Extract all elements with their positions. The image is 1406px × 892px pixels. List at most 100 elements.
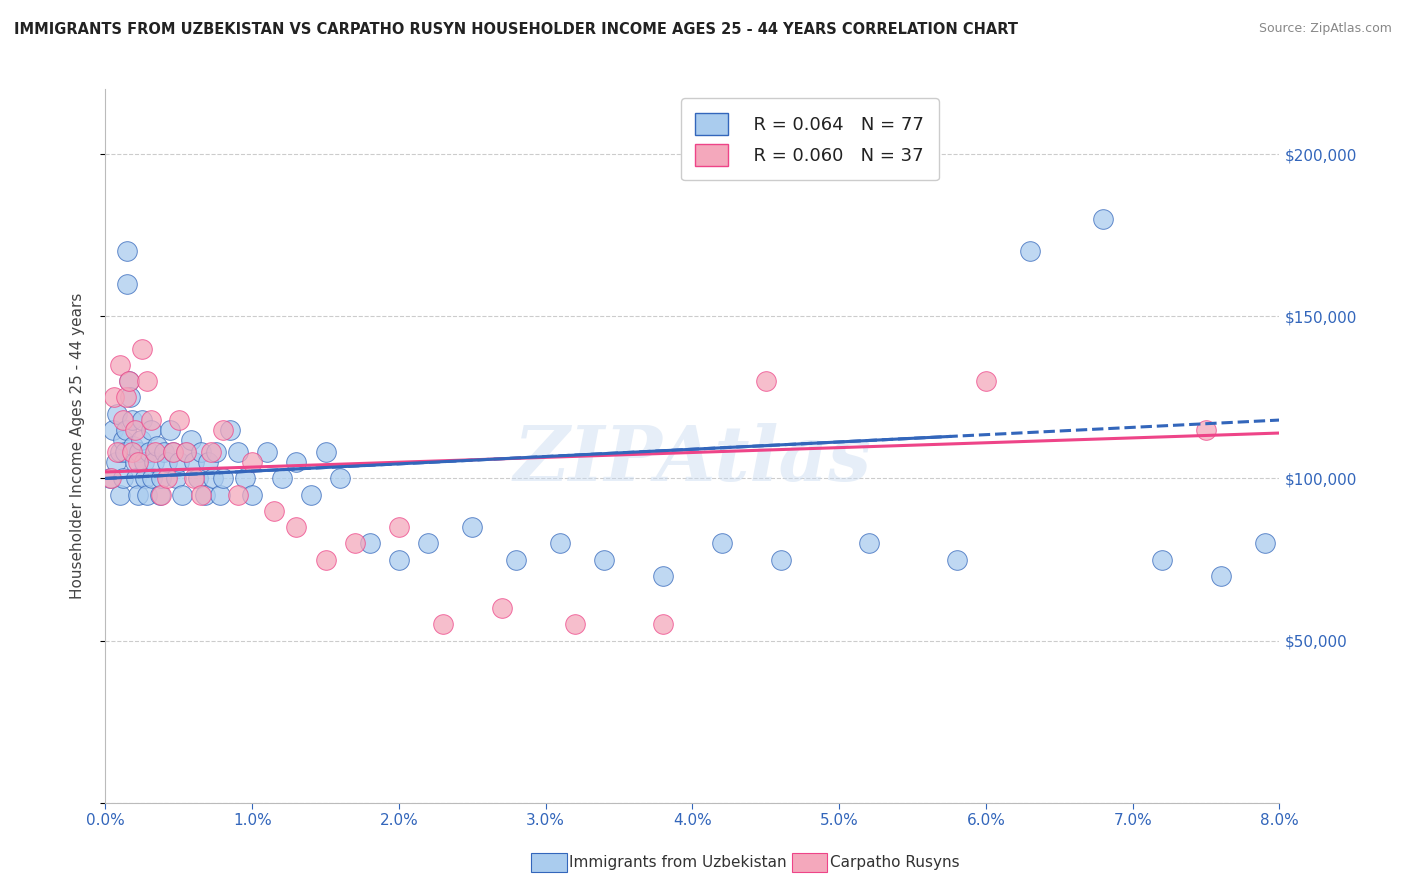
Point <box>117 277 139 291</box>
Point <box>108 445 131 459</box>
Point <box>652 568 675 582</box>
Point <box>211 423 233 437</box>
Point <box>108 488 131 502</box>
Point <box>112 413 135 427</box>
Point <box>129 433 152 447</box>
Text: IMMIGRANTS FROM UZBEKISTAN VS CARPATHO RUSYN HOUSEHOLDER INCOME AGES 25 - 44 YEA: IMMIGRANTS FROM UZBEKISTAN VS CARPATHO R… <box>14 22 1018 37</box>
Point <box>201 471 224 485</box>
Point <box>329 471 352 485</box>
Text: Immigrants from Uzbekistan: Immigrants from Uzbekistan <box>569 855 787 870</box>
Point <box>135 374 157 388</box>
Point <box>120 390 142 404</box>
Point <box>1209 568 1232 582</box>
Point <box>118 374 141 388</box>
Point <box>98 471 121 485</box>
Point <box>143 445 166 459</box>
Point <box>945 552 967 566</box>
Point <box>100 471 122 485</box>
Point <box>190 488 212 502</box>
Point <box>190 445 212 459</box>
Point <box>197 455 219 469</box>
Point <box>270 471 292 485</box>
Point <box>226 488 249 502</box>
Point <box>124 423 146 437</box>
Point <box>263 504 285 518</box>
Point <box>343 536 366 550</box>
Point <box>141 471 163 485</box>
Point <box>974 374 997 388</box>
Point <box>180 433 202 447</box>
Point <box>315 552 337 566</box>
Point <box>418 536 440 550</box>
Point <box>150 488 173 502</box>
Point <box>240 455 263 469</box>
Text: Source: ZipAtlas.com: Source: ZipAtlas.com <box>1258 22 1392 36</box>
Point <box>139 423 162 437</box>
Point <box>233 471 256 485</box>
Point <box>183 471 205 485</box>
Point <box>139 413 162 427</box>
Point <box>104 455 127 469</box>
Point <box>652 617 675 632</box>
Point <box>121 413 143 427</box>
Point <box>285 455 308 469</box>
Point <box>858 536 880 550</box>
Point <box>105 445 128 459</box>
Point <box>315 445 337 459</box>
Point <box>219 423 242 437</box>
Point <box>165 471 187 485</box>
Point <box>187 471 209 485</box>
Point <box>1019 244 1042 259</box>
Point <box>593 552 616 566</box>
Point <box>127 455 149 469</box>
Point <box>240 488 263 502</box>
Point <box>211 471 233 485</box>
Point <box>174 445 197 459</box>
Point <box>142 455 165 469</box>
Point <box>194 488 217 502</box>
Point <box>159 423 181 437</box>
Y-axis label: Householder Income Ages 25 - 44 years: Householder Income Ages 25 - 44 years <box>70 293 84 599</box>
Point <box>115 390 138 404</box>
Point <box>204 445 226 459</box>
Point <box>505 552 527 566</box>
Text: ZIPAtlas: ZIPAtlas <box>513 424 872 497</box>
Point <box>134 471 156 485</box>
Point <box>105 407 128 421</box>
Point <box>124 455 146 469</box>
Point <box>491 601 513 615</box>
Point <box>432 617 454 632</box>
Point <box>153 445 176 459</box>
Point <box>299 488 322 502</box>
Point <box>710 536 733 550</box>
Point <box>285 520 308 534</box>
Point <box>146 439 169 453</box>
Point <box>156 471 179 485</box>
Point <box>256 445 278 459</box>
Point <box>127 488 149 502</box>
Point <box>208 488 231 502</box>
Point <box>114 445 136 459</box>
Point <box>200 445 222 459</box>
Point <box>138 445 160 459</box>
Point <box>131 342 153 356</box>
Point <box>132 455 155 469</box>
Point <box>131 413 153 427</box>
Point <box>564 617 586 632</box>
Point <box>755 374 778 388</box>
Point <box>117 244 139 259</box>
Point <box>121 445 143 459</box>
Point <box>388 552 411 566</box>
Legend:   R = 0.064   N = 77,   R = 0.060   N = 37: R = 0.064 N = 77, R = 0.060 N = 37 <box>681 98 939 180</box>
Point <box>167 413 190 427</box>
Text: Carpatho Rusyns: Carpatho Rusyns <box>830 855 959 870</box>
Point <box>108 358 131 372</box>
Point <box>183 455 205 469</box>
Point <box>461 520 484 534</box>
Point <box>112 433 135 447</box>
Point <box>162 445 184 459</box>
Point <box>1150 552 1173 566</box>
Point <box>167 455 190 469</box>
Point <box>170 488 193 502</box>
Point <box>1195 423 1218 437</box>
